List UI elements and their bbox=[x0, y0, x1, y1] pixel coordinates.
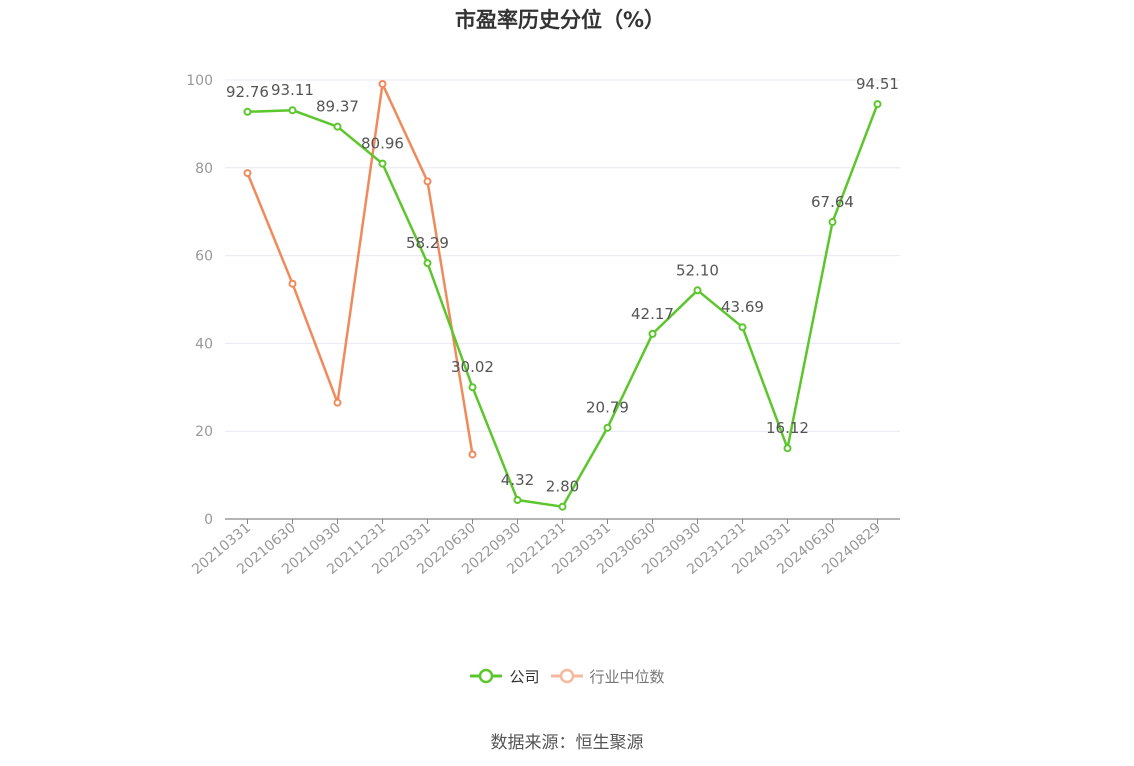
data-label: 80.96 bbox=[361, 135, 404, 153]
data-source: 数据来源：恒生聚源 bbox=[490, 733, 644, 753]
data-label: 67.64 bbox=[811, 193, 854, 211]
grid-layer bbox=[225, 79, 900, 432]
data-point bbox=[423, 259, 432, 268]
series-line-0 bbox=[247, 103, 879, 508]
series-line-1 bbox=[246, 82, 474, 455]
data-label: 16.12 bbox=[766, 419, 809, 437]
y-tick-label: 80 bbox=[195, 161, 213, 177]
data-label: 43.69 bbox=[721, 298, 764, 316]
data-point bbox=[828, 218, 837, 227]
data-point bbox=[513, 496, 522, 505]
axis-layer: 0204060801002021033120210630202109302021… bbox=[186, 73, 900, 578]
data-point bbox=[783, 444, 792, 453]
legend: 公司 行业中位数 bbox=[0, 664, 1134, 688]
data-label: 93.11 bbox=[271, 81, 314, 99]
data-label: 20.79 bbox=[586, 399, 629, 417]
data-point bbox=[423, 177, 432, 186]
series-layer bbox=[243, 79, 882, 511]
data-point bbox=[603, 423, 612, 432]
data-point bbox=[693, 286, 702, 295]
data-point bbox=[333, 122, 342, 131]
data-point bbox=[558, 502, 567, 511]
data-label: 92.76 bbox=[226, 83, 269, 101]
data-point bbox=[468, 383, 477, 392]
data-point bbox=[243, 169, 252, 178]
data-point bbox=[378, 159, 387, 168]
data-point bbox=[243, 107, 252, 116]
legend-marker-industry-median-icon bbox=[550, 668, 583, 684]
data-label: 30.02 bbox=[451, 358, 494, 376]
data-label: 4.32 bbox=[501, 471, 534, 489]
data-point bbox=[648, 329, 657, 338]
data-label: 2.80 bbox=[546, 478, 579, 496]
legend-item-industry-median[interactable]: 行业中位数 bbox=[550, 666, 665, 687]
data-label: 52.10 bbox=[676, 261, 719, 279]
legend-item-company[interactable]: 公司 bbox=[469, 666, 540, 687]
y-tick-label: 40 bbox=[195, 336, 213, 352]
data-point bbox=[738, 323, 747, 332]
y-tick-label: 0 bbox=[204, 512, 213, 528]
legend-label-industry-median: 行业中位数 bbox=[589, 667, 665, 686]
y-tick-label: 20 bbox=[195, 424, 213, 440]
data-point bbox=[873, 100, 882, 109]
data-point bbox=[468, 450, 477, 459]
data-point bbox=[333, 398, 342, 407]
legend-marker-company-icon bbox=[470, 668, 503, 684]
legend-label-company: 公司 bbox=[509, 667, 540, 686]
y-tick-label: 100 bbox=[186, 73, 213, 89]
data-label: 89.37 bbox=[316, 98, 359, 116]
chart-title: 市盈率历史分位（%） bbox=[454, 8, 666, 32]
data-point bbox=[288, 279, 297, 288]
data-label: 94.51 bbox=[856, 75, 899, 93]
data-label: 42.17 bbox=[631, 305, 674, 323]
data-label: 58.29 bbox=[406, 234, 449, 252]
y-tick-label: 60 bbox=[195, 249, 213, 265]
data-point bbox=[288, 106, 297, 115]
data-point bbox=[378, 79, 387, 88]
